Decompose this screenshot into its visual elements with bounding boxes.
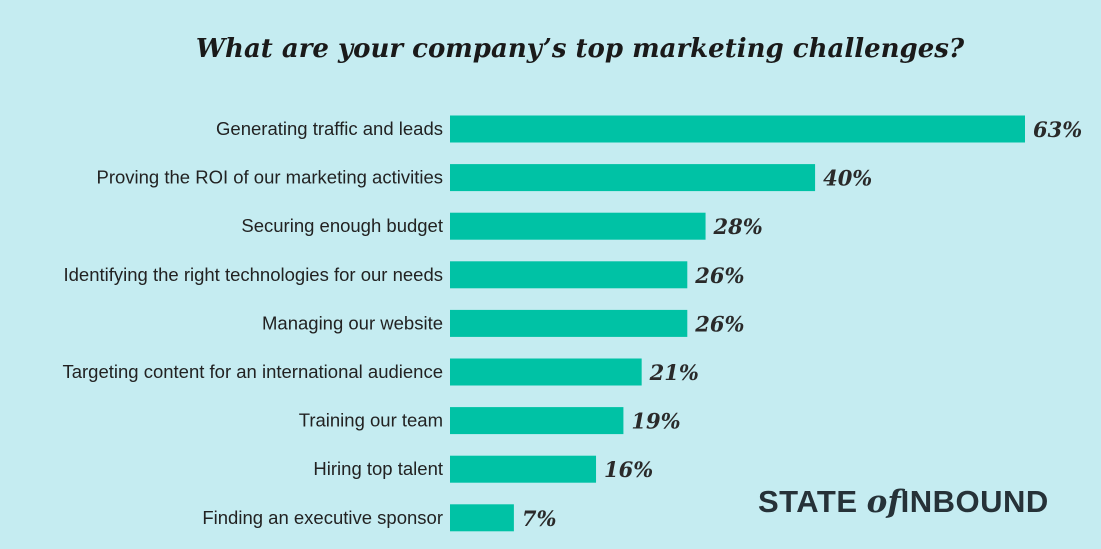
category-label: Securing enough budget xyxy=(241,215,443,236)
value-label: 28% xyxy=(713,214,763,239)
bar xyxy=(450,261,688,289)
brand-of: of xyxy=(866,484,901,520)
brand-inbound: INBOUND xyxy=(900,484,1049,519)
value-label: 26% xyxy=(694,311,744,336)
value-label: 19% xyxy=(631,409,680,434)
bar xyxy=(450,407,624,435)
bar xyxy=(450,309,688,337)
category-label: Targeting content for an international a… xyxy=(62,361,443,382)
value-label: 63% xyxy=(1033,117,1082,142)
state-of-inbound-logo: STATE ofINBOUND xyxy=(758,484,1049,520)
bar xyxy=(450,358,642,386)
brand-state: STATE xyxy=(758,484,858,519)
bar xyxy=(450,115,1025,143)
value-label: 16% xyxy=(604,457,653,482)
category-label: Proving the ROI of our marketing activit… xyxy=(96,167,443,188)
category-label: Identifying the right technologies for o… xyxy=(64,264,444,285)
value-label: 40% xyxy=(823,166,872,191)
value-label: 21% xyxy=(649,360,699,385)
bar xyxy=(450,455,597,483)
category-label: Hiring top talent xyxy=(313,458,443,479)
bar xyxy=(450,164,816,192)
value-label: 26% xyxy=(694,263,744,288)
chart-title: What are your company’s top marketing ch… xyxy=(195,34,965,64)
bar xyxy=(450,504,514,532)
value-label: 7% xyxy=(522,506,557,531)
category-label: Training our team xyxy=(299,410,443,431)
bar xyxy=(450,212,706,240)
category-label: Managing our website xyxy=(262,312,443,333)
category-label: Finding an executive sponsor xyxy=(202,507,443,528)
category-label: Generating traffic and leads xyxy=(216,118,443,139)
